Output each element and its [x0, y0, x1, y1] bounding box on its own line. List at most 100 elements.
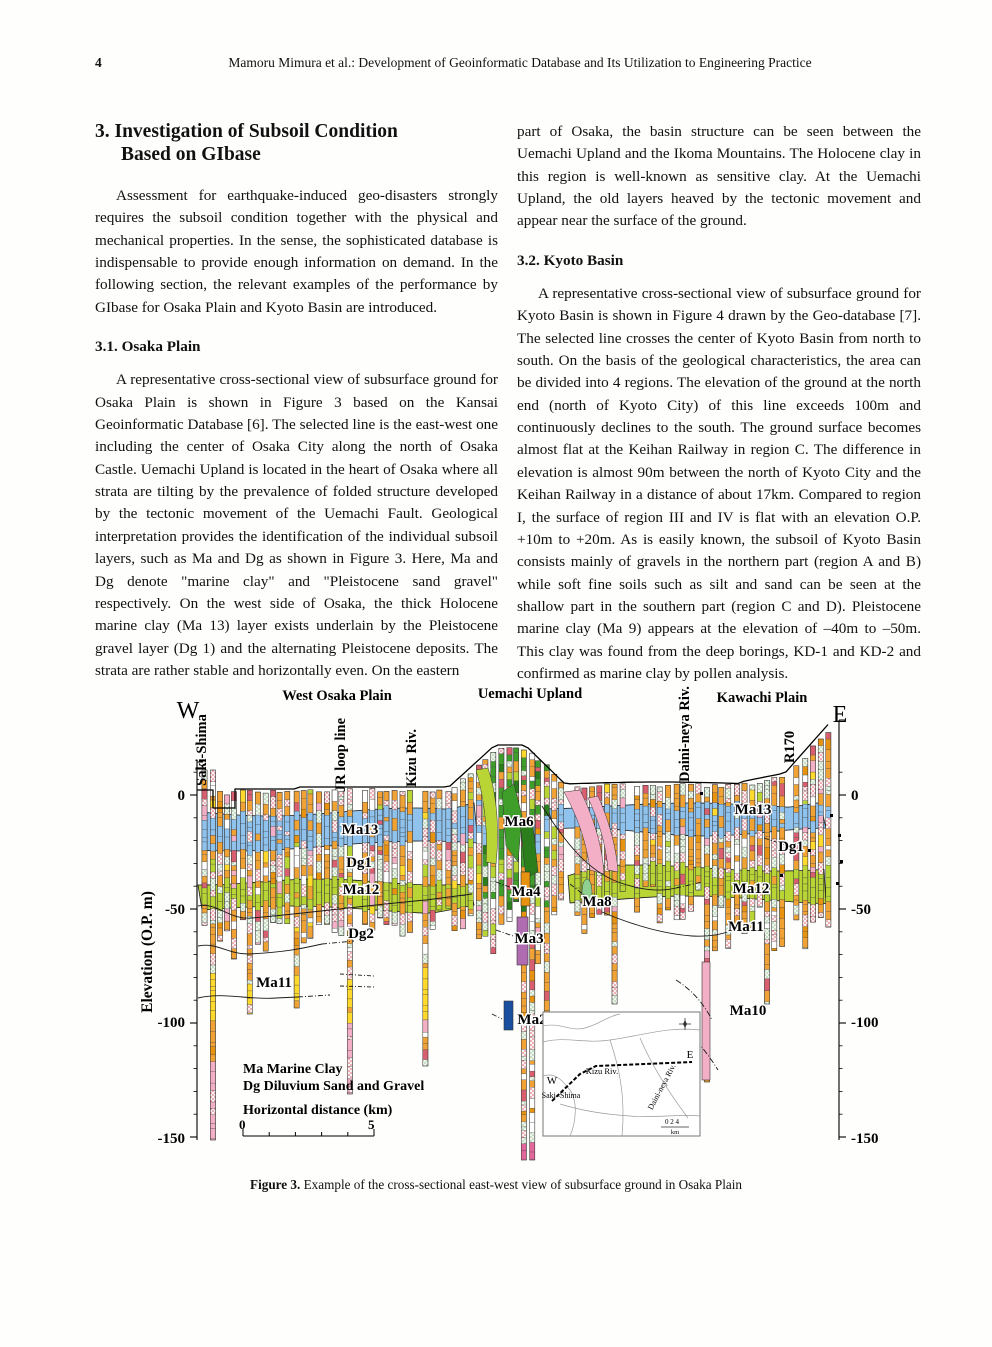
- layer-label: Ma11: [728, 919, 764, 935]
- figure-3-cross-section: 0 -50 -100 -150 0 -50 -100 -150 Elevation (O.P. …: [139, 674, 884, 1166]
- borehole-column: [665, 785, 671, 911]
- legend-dg: Dg Diluvium Sand and Gravel: [243, 1079, 424, 1094]
- borehole-column: [231, 791, 237, 960]
- borehole-column: [656, 786, 663, 924]
- ma4-orange-segment: [520, 871, 531, 907]
- borehole-column: [634, 786, 640, 913]
- compass-needle: [683, 1020, 687, 1028]
- data-mark: [808, 849, 811, 852]
- paragraph-intro: Assessment for earthquake-induced geo-di…: [95, 187, 498, 316]
- borehole-column: [679, 783, 686, 920]
- layer-label: Ma2: [517, 1012, 546, 1028]
- borehole-column: [460, 778, 466, 930]
- boundary-ma11-deep: [197, 995, 299, 999]
- borehole-column: [734, 784, 740, 925]
- borehole-column: [810, 745, 816, 923]
- data-mark: [700, 792, 703, 795]
- paragraph-osaka: A representative cross-sectional view of…: [95, 371, 498, 679]
- region-label: Kawachi Plain: [717, 690, 808, 706]
- upland-darkgreen-body: [519, 815, 539, 879]
- heading-osaka-plain: 3.1. Osaka Plain: [95, 338, 201, 356]
- region-label: West Osaka Plain: [282, 688, 392, 704]
- inset-river: [542, 1013, 621, 1030]
- borehole-column: [383, 791, 390, 925]
- borehole-column: [764, 780, 770, 1005]
- borehole-field: [201, 732, 832, 1161]
- borehole-column: [749, 784, 756, 928]
- borehole-column: [650, 784, 656, 887]
- site-label: Saki-Shima: [194, 713, 210, 785]
- borehole-column: [224, 794, 230, 932]
- borehole-column: [270, 789, 276, 923]
- borehole-column: [217, 791, 223, 942]
- borehole-column: [391, 790, 398, 926]
- region-label: Uemachi Upland: [478, 686, 582, 702]
- figure-caption: Figure 3. Example of the cross-sectional…: [0, 1177, 992, 1193]
- left-tick-label: -100: [158, 1015, 186, 1031]
- borehole-column: [445, 791, 452, 909]
- layer-label: Dg2: [348, 926, 374, 942]
- section-title-line2: Based on GIbase: [121, 144, 261, 165]
- inset-east: E: [687, 1049, 694, 1061]
- borehole-column: [695, 783, 702, 891]
- west-marker: W: [177, 698, 200, 724]
- borehole-column: [284, 791, 291, 924]
- layer-label: Ma13: [342, 822, 379, 838]
- scale-five: 5: [368, 1117, 375, 1132]
- left-tick-label: -50: [165, 902, 185, 918]
- legend-scale-title: Horizontal distance (km): [243, 1103, 393, 1118]
- borehole-column: [467, 773, 474, 917]
- borehole-column: [817, 738, 824, 918]
- inset-river: [609, 1039, 624, 1137]
- data-mark: [760, 804, 763, 807]
- borehole-column: [779, 777, 785, 947]
- borehole-column: [498, 748, 505, 925]
- dash-mark: [339, 985, 375, 988]
- ma10-pink-column: [701, 961, 711, 1081]
- boundary-ma10-a: [675, 979, 713, 1021]
- borehole-column: [300, 790, 307, 944]
- data-mark: [840, 860, 843, 863]
- inset-coast: [542, 1074, 576, 1137]
- borehole-column: [210, 769, 216, 1141]
- page-number: 4: [95, 55, 102, 70]
- borehole-column: [276, 792, 283, 924]
- borehole-column: [619, 783, 626, 892]
- site-label: Kizu Riv.: [404, 729, 420, 787]
- figure-caption-text: Example of the cross-sectional east-west…: [300, 1177, 742, 1192]
- ma8-pink-band-1: [563, 789, 605, 875]
- figure-caption-label: Figure 3.: [250, 1177, 301, 1192]
- borehole-column: [201, 769, 208, 926]
- layer-label: Ma13: [735, 802, 772, 818]
- borehole-column: [712, 784, 718, 952]
- boundary-dash: [675, 881, 703, 889]
- layer-label: Ma3: [514, 931, 543, 947]
- scale-zero: 0: [239, 1117, 246, 1132]
- section-title-line1: 3. Investigation of Subsoil Condition: [95, 121, 398, 142]
- borehole-column: [407, 790, 413, 933]
- heading-kyoto-basin: 3.2. Kyoto Basin: [517, 251, 624, 269]
- site-label: JR loop line: [333, 717, 349, 792]
- y-axis-title: Elevation (O.P. m): [140, 891, 156, 1013]
- layer-label: Ma6: [504, 814, 534, 830]
- east-marker: E: [833, 702, 848, 728]
- data-mark: [836, 882, 839, 885]
- header-title: Mamoru Mimura et al.: Development of Geo…: [228, 55, 812, 70]
- boundary-upland-east: [541, 805, 677, 891]
- site-label: R170: [782, 731, 798, 763]
- right-column: part of Osaka, the basin structure can b…: [517, 121, 921, 685]
- borehole-column: [551, 774, 558, 916]
- borehole-column: [362, 790, 368, 925]
- site-label: Daini-neya Riv.: [677, 686, 693, 782]
- borehole-column: [436, 789, 443, 911]
- boundary-dg2: [197, 893, 473, 919]
- inset-section-line: [551, 1061, 693, 1102]
- borehole-column: [825, 732, 832, 928]
- left-tick-label: 0: [178, 788, 186, 804]
- leader-ma3: [495, 929, 517, 938]
- borehole-column: [399, 791, 406, 937]
- borehole-column: [771, 777, 778, 951]
- borehole-column: [476, 764, 482, 939]
- layer-label: Dg1: [778, 839, 804, 855]
- borehole-column: [793, 765, 800, 921]
